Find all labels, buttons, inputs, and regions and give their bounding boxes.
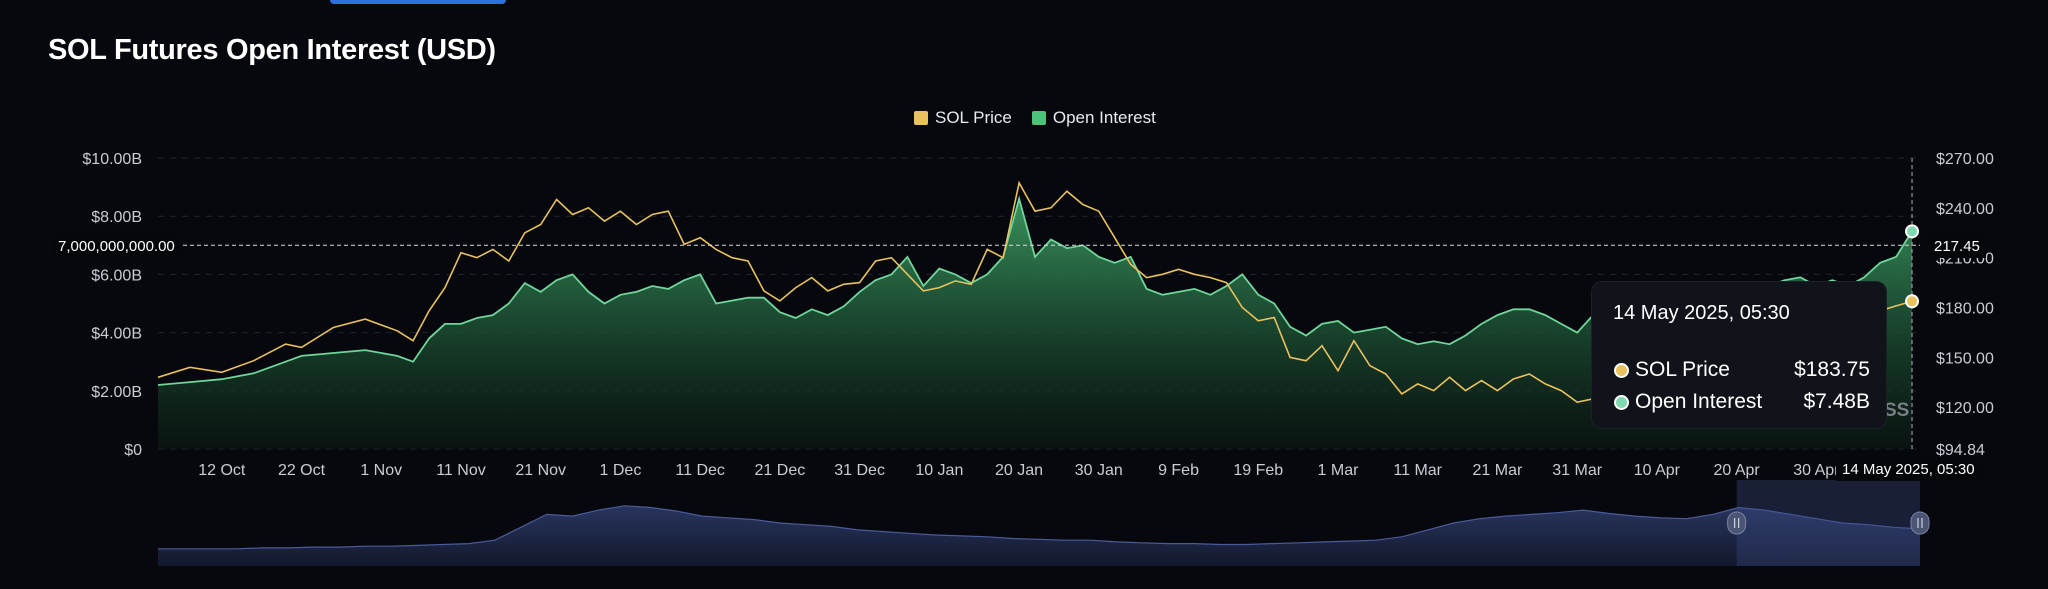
- crosshair-date-label: 14 May 2025, 05:30: [1836, 458, 1981, 481]
- x-tick-label: 21 Nov: [515, 462, 566, 479]
- x-tick-label: 10 Apr: [1634, 462, 1681, 479]
- crosshair-right-label: 217.45: [1928, 235, 1986, 258]
- x-tick-label: 10 Jan: [915, 462, 963, 479]
- navigator-selection: [1736, 480, 1920, 566]
- x-tick-label: 21 Mar: [1473, 462, 1523, 479]
- tooltip-label-sol-price: SOL Price: [1635, 358, 1730, 381]
- tooltip-row-sol-price: SOL Price $183.75: [1614, 358, 1870, 382]
- navigator-line: [158, 505, 1921, 550]
- x-tick-label: 11 Dec: [675, 462, 725, 479]
- y-right-tick-label: $240.00: [1936, 201, 1994, 218]
- x-tick-label: 22 Oct: [278, 462, 326, 479]
- legend-swatch-sol-price: [914, 111, 928, 125]
- x-tick-label: 19 Feb: [1233, 462, 1283, 479]
- legend-item-open-interest[interactable]: Open Interest: [1031, 108, 1156, 128]
- legend-swatch-open-interest: [1031, 111, 1046, 125]
- y-left-tick-label: $4.00B: [91, 326, 142, 343]
- tooltip-dot-open-interest: [1614, 394, 1629, 410]
- y-right-tick-label: $270.00: [1936, 151, 1994, 168]
- chart-title: SOL Futures Open Interest (USD): [48, 34, 496, 66]
- x-tick-label: 30 Jan: [1075, 462, 1123, 479]
- x-tick-label: 1 Mar: [1318, 462, 1360, 479]
- active-tab-indicator[interactable]: [330, 0, 506, 4]
- navigator: [158, 480, 1930, 566]
- y-axis-left: $0 $2.00B $4.00B $6.00B $8.00B $10.00B: [82, 151, 142, 459]
- x-tick-label: 12 Oct: [198, 462, 246, 479]
- legend-label-sol-price: SOL Price: [935, 108, 1012, 127]
- tooltip-dot-sol-price: [1614, 362, 1629, 378]
- navigator-handle-right[interactable]: [1910, 511, 1930, 535]
- y-left-tick-label: $2.00B: [91, 384, 142, 401]
- y-left-tick-label: $0: [124, 442, 142, 459]
- x-tick-label: 31 Dec: [834, 462, 885, 479]
- navigator-area: [158, 505, 1920, 566]
- x-tick-label: 20 Jan: [995, 462, 1043, 479]
- tooltip-value-sol-price: $183.75: [1794, 358, 1870, 381]
- tooltip-value-open-interest: $7.48B: [1803, 390, 1870, 413]
- tooltip-date: 14 May 2025, 05:30: [1613, 302, 1790, 324]
- y-right-tick-label: $180.00: [1936, 301, 1994, 318]
- y-right-tick-label: $150.00: [1936, 350, 1994, 367]
- y-axis-right: $94.84$120.00$150.00$180.00$210.00$240.0…: [1936, 151, 1994, 459]
- x-tick-label: 11 Mar: [1393, 462, 1442, 479]
- x-tick-label: 20 Apr: [1713, 462, 1760, 479]
- x-tick-label: 1 Dec: [600, 462, 642, 479]
- x-tick-label: 1 Nov: [360, 462, 402, 479]
- x-axis: 12 Oct 22 Oct 1 Nov 11 Nov 21 Nov 1 Dec 11 Dec…: [198, 462, 1840, 479]
- x-tick-label: 11 Nov: [436, 462, 486, 479]
- x-tick-label: 30 Apr: [1793, 462, 1840, 479]
- x-tick-label: 31 Mar: [1552, 462, 1602, 479]
- y-left-tick-label: $8.00B: [91, 209, 142, 226]
- open-interest-marker: [1905, 224, 1920, 239]
- x-tick-label: 9 Feb: [1158, 462, 1199, 479]
- tooltip-label-open-interest: Open Interest: [1635, 390, 1763, 413]
- y-left-tick-label: $10.00B: [82, 151, 142, 168]
- y-left-tick-label: $6.00B: [91, 267, 142, 284]
- watermark: SS: [1884, 400, 1910, 421]
- y-right-tick-label: $94.84: [1936, 442, 1985, 459]
- tooltip-row-open-interest: Open Interest $7.48B: [1614, 390, 1870, 414]
- legend-label-open-interest: Open Interest: [1052, 108, 1156, 127]
- x-tick-label: 21 Dec: [755, 462, 806, 479]
- navigator-handle-left[interactable]: [1727, 511, 1747, 535]
- chart-legend: SOL Price Open Interest: [914, 108, 1156, 128]
- y-right-tick-label: $120.00: [1936, 400, 1994, 417]
- legend-item-sol-price[interactable]: SOL Price: [914, 108, 1012, 128]
- crosshair-left-label: 7,000,000,000.00: [52, 235, 181, 258]
- sol-price-marker: [1905, 294, 1920, 309]
- tooltip: 14 May 2025, 05:30 SOL Price $183.75 Ope…: [1592, 282, 1886, 428]
